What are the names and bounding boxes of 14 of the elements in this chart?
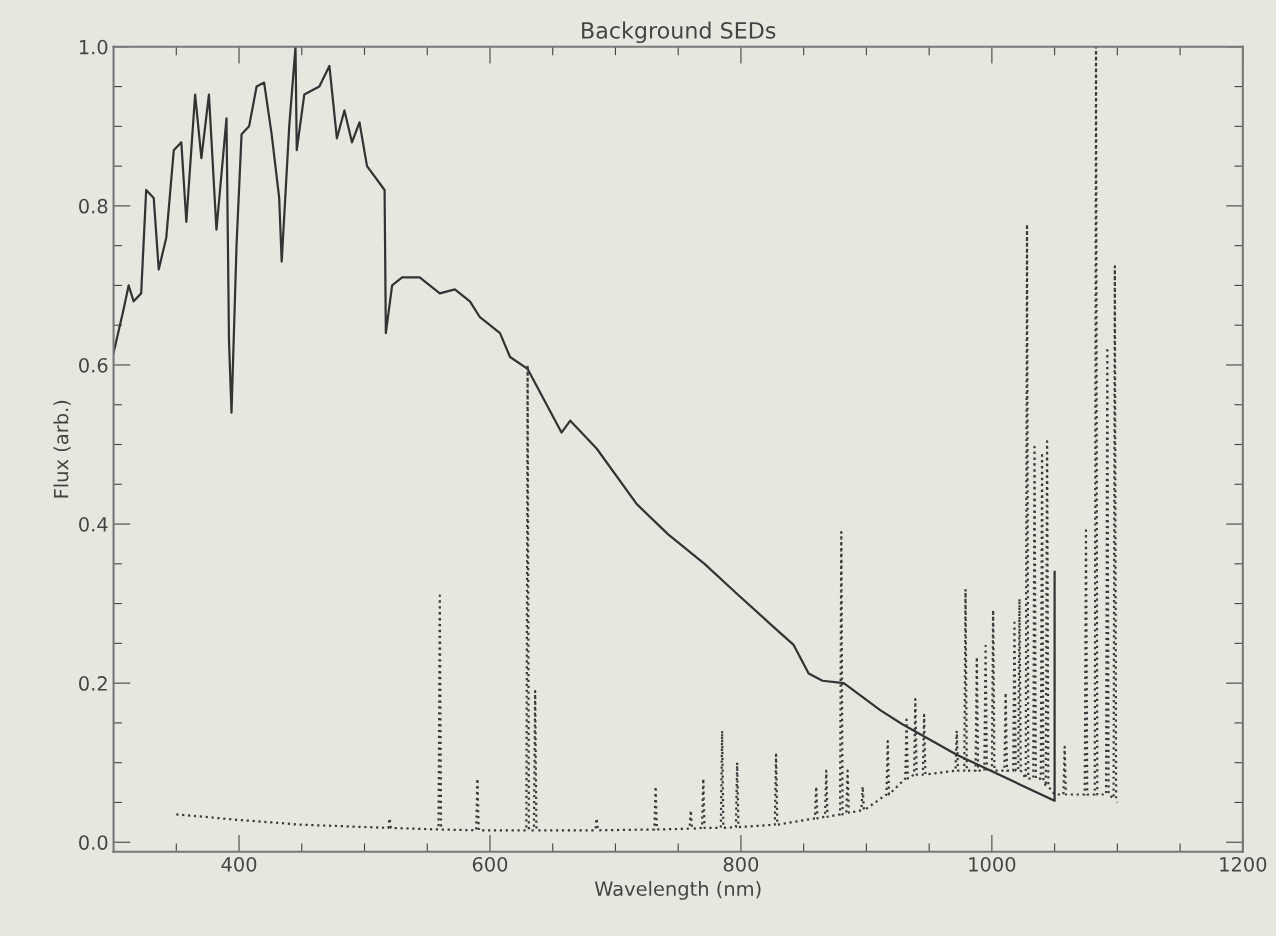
- y-axis-title: Flux (arb.): [53, 400, 71, 498]
- y-tick-label: 0.6: [79, 357, 108, 373]
- x-axis-title: Wavelength (nm): [594, 881, 761, 900]
- x-tick-label: 800: [723, 856, 759, 872]
- chart-title: Background SEDs: [582, 21, 776, 44]
- x-tick-label: 1200: [1220, 856, 1267, 872]
- y-tick-label: 1.0: [79, 39, 108, 55]
- x-tick-label: 600: [472, 856, 508, 872]
- y-tick-label: 0.0: [79, 835, 108, 850]
- y-tick-label: 0.4: [79, 517, 108, 532]
- y-tick-label: 0.8: [79, 198, 108, 214]
- x-tick-label: 400: [221, 856, 257, 872]
- x-tick-label: 1000: [969, 856, 1016, 872]
- y-tick-label: 0.2: [79, 676, 107, 691]
